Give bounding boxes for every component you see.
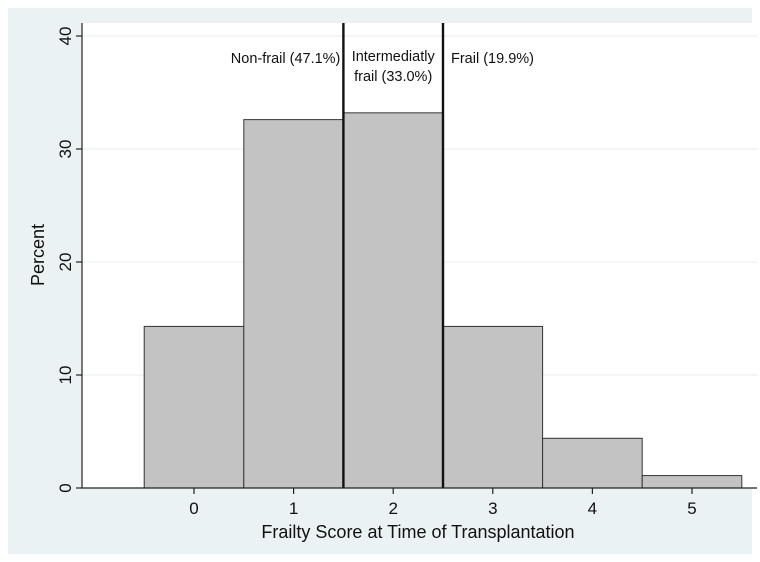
bar <box>342 112 444 489</box>
y-ticks: 0 10 20 30 40 <box>56 27 82 493</box>
x-tick-label: 0 <box>189 499 198 518</box>
annotation-frail: Frail (19.9%) <box>451 51 534 67</box>
bar <box>442 325 544 489</box>
annotations: Non-frail (47.1%) Intermediatly frail (33.… <box>231 49 534 85</box>
x-tick-label: 1 <box>289 499 298 518</box>
annotation-intermediate: Intermediatly <box>352 49 436 65</box>
bar <box>143 325 245 489</box>
x-ticks: 0 1 2 3 4 5 <box>189 488 697 518</box>
bar <box>243 119 344 489</box>
annotation-non-frail: Non-frail (47.1%) <box>231 51 341 67</box>
y-tick-label: 0 <box>56 483 75 492</box>
x-axis-title: Frailty Score at Time of Transplantation <box>261 522 574 542</box>
y-tick-label: 20 <box>56 253 75 272</box>
bar <box>542 437 643 489</box>
bar <box>641 475 743 489</box>
y-axis-title: Percent <box>28 224 48 286</box>
x-tick-label: 5 <box>687 499 696 518</box>
x-tick-label: 2 <box>388 499 397 518</box>
x-tick-label: 4 <box>588 499 597 518</box>
x-tick-label: 3 <box>488 499 497 518</box>
annotation-intermediate: frail (33.0%) <box>354 69 432 85</box>
y-tick-label: 10 <box>56 366 75 385</box>
y-tick-label: 40 <box>56 27 75 46</box>
y-tick-label: 30 <box>56 140 75 159</box>
cutoff-lines <box>342 23 445 488</box>
